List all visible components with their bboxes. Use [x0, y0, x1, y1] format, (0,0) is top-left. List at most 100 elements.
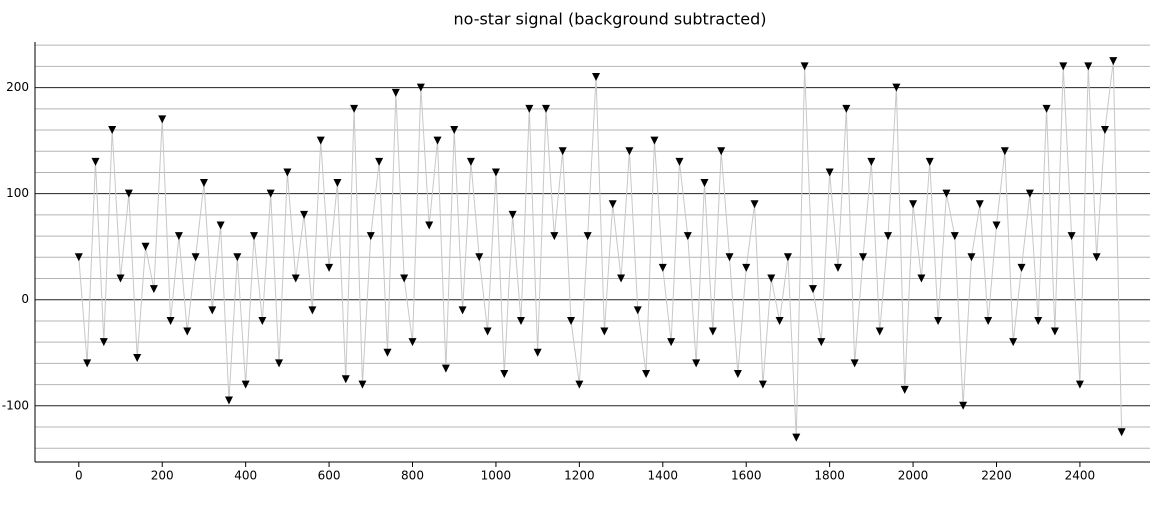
point-marker — [800, 62, 809, 71]
point-marker — [475, 253, 484, 262]
point-marker — [625, 147, 634, 156]
point-marker — [1117, 428, 1126, 437]
x-tick-label: 400 — [234, 469, 257, 483]
point-marker — [149, 285, 158, 294]
point-marker — [667, 338, 676, 347]
point-marker — [508, 210, 517, 219]
point-marker — [350, 104, 359, 113]
point-marker — [283, 168, 292, 177]
point-marker — [108, 126, 117, 135]
point-marker — [884, 232, 893, 241]
point-marker — [383, 348, 392, 357]
point-marker — [733, 369, 742, 378]
point-marker — [408, 338, 417, 347]
point-marker — [133, 354, 142, 363]
point-marker — [433, 136, 442, 145]
point-marker — [725, 253, 734, 262]
point-marker — [567, 316, 576, 325]
point-marker — [675, 157, 684, 166]
point-marker — [792, 433, 801, 442]
point-marker — [825, 168, 834, 177]
point-marker — [425, 221, 434, 230]
point-marker — [783, 253, 792, 262]
point-marker — [116, 274, 125, 283]
point-marker — [1100, 126, 1109, 135]
point-marker — [617, 274, 626, 283]
x-tick-label: 1800 — [814, 469, 845, 483]
y-tick-label: 200 — [6, 80, 29, 94]
point-marker — [1009, 338, 1018, 347]
point-marker — [358, 380, 367, 389]
point-marker — [500, 369, 509, 378]
point-marker — [708, 327, 717, 336]
point-marker — [658, 263, 667, 272]
point-marker — [767, 274, 776, 283]
point-marker — [717, 147, 726, 156]
point-marker — [1084, 62, 1093, 71]
point-marker — [575, 380, 584, 389]
point-marker — [817, 338, 826, 347]
point-marker — [683, 232, 692, 241]
point-marker — [291, 274, 300, 283]
point-marker — [600, 327, 609, 336]
point-marker — [491, 168, 500, 177]
point-marker — [842, 104, 851, 113]
point-marker — [416, 83, 425, 92]
point-marker — [99, 338, 108, 347]
point-marker — [833, 263, 842, 272]
point-marker — [1050, 327, 1059, 336]
point-marker — [233, 253, 242, 262]
point-marker — [541, 104, 550, 113]
point-marker — [216, 221, 225, 230]
point-marker — [183, 327, 192, 336]
x-tick-label: 1000 — [481, 469, 512, 483]
point-marker — [925, 157, 934, 166]
x-tick-label: 800 — [401, 469, 424, 483]
point-marker — [917, 274, 926, 283]
point-marker — [1042, 104, 1051, 113]
point-marker — [608, 200, 617, 209]
point-marker — [808, 285, 817, 294]
point-marker — [1092, 253, 1101, 262]
point-marker — [341, 375, 350, 384]
point-marker — [325, 263, 334, 272]
x-tick-label: 1400 — [648, 469, 679, 483]
point-marker — [859, 253, 868, 262]
point-marker — [1034, 316, 1043, 325]
x-tick-label: 2000 — [898, 469, 929, 483]
point-marker — [124, 189, 133, 198]
point-marker — [316, 136, 325, 145]
point-marker — [275, 359, 284, 368]
point-marker — [1067, 232, 1076, 241]
point-marker — [959, 401, 968, 410]
point-marker — [592, 73, 601, 81]
point-marker — [308, 306, 317, 315]
point-marker — [483, 327, 492, 336]
point-marker — [450, 126, 459, 135]
point-marker — [199, 179, 208, 188]
x-tick-label: 600 — [318, 469, 341, 483]
point-marker — [166, 316, 175, 325]
point-marker — [533, 348, 542, 357]
point-marker — [83, 359, 92, 368]
x-tick-label: 200 — [151, 469, 174, 483]
point-marker — [525, 104, 534, 113]
point-marker — [1059, 62, 1068, 71]
point-marker — [174, 232, 183, 241]
y-tick-label: 100 — [6, 186, 29, 200]
point-marker — [650, 136, 659, 145]
point-marker — [550, 232, 559, 241]
y-tick-label: -100 — [2, 398, 29, 412]
point-marker — [1017, 263, 1026, 272]
point-marker — [74, 253, 83, 262]
point-marker — [942, 189, 951, 198]
point-marker — [758, 380, 767, 389]
point-marker — [208, 306, 217, 315]
point-marker — [300, 210, 309, 219]
series-line — [78, 61, 1123, 438]
point-marker — [516, 316, 525, 325]
x-tick-label: 0 — [75, 469, 83, 483]
point-marker — [158, 115, 167, 124]
point-marker — [892, 83, 901, 92]
